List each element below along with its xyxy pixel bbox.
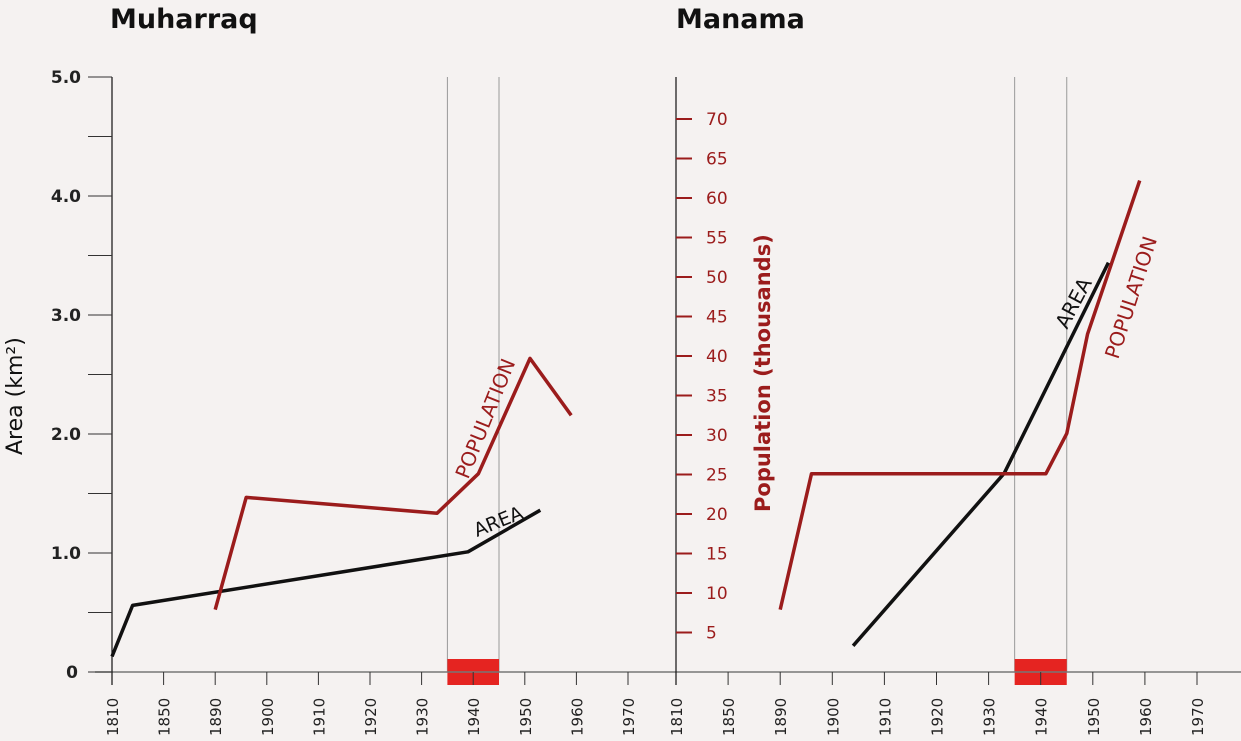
- y-tick-label-population: 70: [706, 110, 728, 130]
- x-tick-label: 1940: [465, 698, 483, 736]
- y-axis-label-population: Population (thousands): [751, 234, 775, 512]
- x-tick-label: 1920: [362, 698, 380, 736]
- x-tick-label: 1910: [310, 698, 328, 736]
- y-tick-label-population: 50: [706, 268, 728, 288]
- y-tick-label-population: 55: [706, 229, 728, 249]
- panel-title: Manama: [676, 4, 805, 35]
- series-label-population: POPULATION: [1100, 233, 1162, 361]
- x-tick-label: 1890: [207, 698, 225, 736]
- series-label-population: POPULATION: [450, 355, 520, 482]
- x-tick-label: 1930: [414, 698, 432, 736]
- x-tick-label: 1950: [1085, 698, 1103, 736]
- y-tick-label-population: 25: [706, 466, 728, 486]
- x-tick-label: 1850: [720, 698, 738, 736]
- x-tick-label: 1890: [772, 698, 790, 736]
- series-line-population: [213, 356, 573, 611]
- y-tick-label-population: 40: [706, 347, 728, 367]
- y-tick-label-population: 20: [706, 505, 728, 525]
- x-tick-label: 1900: [259, 698, 277, 736]
- x-tick-label: 1910: [876, 698, 894, 736]
- y-tick-label-population: 30: [706, 426, 728, 446]
- x-tick-label: 1960: [1137, 698, 1155, 736]
- x-tick-label: 1850: [156, 698, 174, 736]
- x-tick-label: 1920: [929, 698, 947, 736]
- series-line-population: [778, 180, 1142, 610]
- y-tick-label-area: 0: [66, 663, 78, 683]
- y-tick-label-population: 65: [706, 150, 728, 170]
- y-tick-label-area: 3.0: [51, 306, 81, 326]
- y-tick-label-area: 2.0: [51, 425, 81, 445]
- y-tick-label-area: 4.0: [51, 187, 81, 207]
- y-tick-label-area: 1.0: [51, 544, 81, 564]
- y-tick-label-population: 60: [706, 189, 728, 209]
- x-tick-label: 1810: [668, 698, 686, 736]
- y-tick-label-area: 5.0: [51, 68, 81, 88]
- y-tick-label-population: 45: [706, 308, 728, 328]
- x-tick-label: 1810: [104, 698, 122, 736]
- series-line-area: [110, 508, 542, 658]
- x-tick-label: 1900: [824, 698, 842, 736]
- x-tick-label: 1930: [981, 698, 999, 736]
- x-tick-label: 1970: [1189, 698, 1207, 736]
- x-tick-label: 1950: [517, 698, 535, 736]
- x-tick-label: 1940: [1033, 698, 1051, 736]
- panel-title: Muharraq: [110, 4, 258, 35]
- y-tick-label-population: 15: [706, 545, 728, 565]
- y-tick-label-population: 10: [706, 584, 728, 604]
- x-tick-label: 1960: [568, 698, 586, 736]
- y-axis-label-area: Area (km²): [3, 337, 28, 455]
- y-tick-label-population: 35: [706, 387, 728, 407]
- y-tick-label-population: 5: [706, 624, 717, 644]
- x-tick-label: 1970: [620, 698, 638, 736]
